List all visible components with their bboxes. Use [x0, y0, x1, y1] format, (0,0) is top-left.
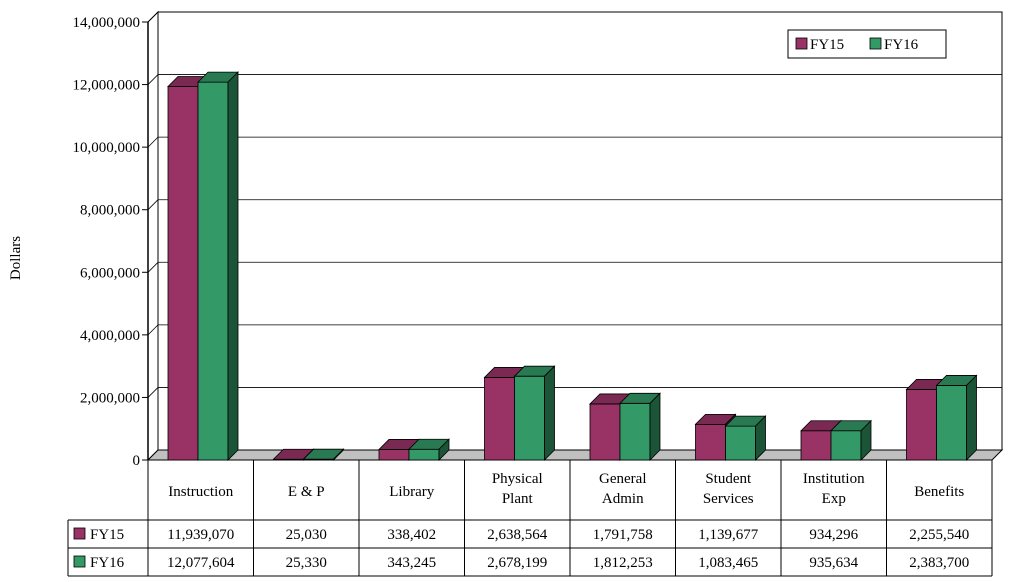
gridline-side	[147, 199, 159, 210]
table-value: 1,791,758	[593, 527, 653, 543]
data-table: Instruction E & P Library Physical Plant Gene…	[67, 460, 993, 577]
bar-front	[408, 448, 440, 461]
bar-front	[197, 81, 229, 461]
back-wall	[157, 11, 1003, 451]
category-label: Instruction	[168, 484, 233, 500]
gridline-side	[147, 74, 159, 85]
gridline-side	[147, 262, 159, 273]
y-axis-title: Dollars	[8, 236, 24, 280]
category-label: Physical Plant	[492, 471, 543, 507]
category-label-line: Services	[703, 491, 754, 507]
legend-box	[787, 29, 947, 59]
chart-walls	[146, 10, 1004, 462]
category-label: Student Services	[703, 471, 754, 507]
y-tick-label: 6,000,000	[80, 265, 140, 281]
legend-label: FY15	[810, 37, 844, 53]
category-label: Library	[389, 484, 434, 500]
bar-side	[860, 419, 872, 461]
table-series-swatch	[73, 555, 86, 568]
gridline-side	[147, 324, 159, 336]
category-label: Institution Exp	[803, 471, 865, 507]
category-label: Benefits	[914, 484, 964, 500]
y-tick-label: 4,000,000	[80, 328, 140, 344]
table-value: 12,077,604	[167, 555, 235, 571]
bar-side	[966, 374, 977, 461]
bar-front	[695, 423, 726, 461]
bar-side	[227, 71, 239, 461]
table-series-name: FY15	[90, 527, 124, 543]
table-value: 934,296	[809, 527, 858, 543]
table-series-swatch	[73, 527, 86, 540]
category-label-line: Institution	[803, 471, 865, 487]
bar-side	[544, 365, 555, 461]
table-value: 2,255,540	[909, 527, 969, 543]
bar-side	[438, 438, 450, 461]
table-value: 2,678,199	[487, 555, 547, 571]
bar-side	[333, 448, 344, 461]
table-value: 11,939,070	[167, 527, 234, 543]
category-label-line: Exp	[822, 491, 846, 507]
table-value: 1,083,465	[698, 555, 758, 571]
bar-side	[755, 415, 766, 461]
legend-swatch	[795, 37, 808, 50]
y-tick-label: 10,000,000	[73, 140, 141, 156]
category-label-line: Plant	[502, 491, 534, 507]
bars	[167, 71, 978, 461]
legend-swatch	[869, 37, 882, 50]
bar-front	[167, 86, 199, 461]
table-value: 935,634	[809, 555, 858, 571]
category-label: General Admin	[599, 471, 646, 507]
category-label: E & P	[288, 484, 325, 500]
bar-front	[800, 430, 832, 461]
table-series-name: FY16	[90, 555, 125, 571]
table-value: 2,638,564	[487, 527, 548, 543]
y-axis: 0 2,000,000 4,000,000 6,000,000 8,000,000 10,…	[73, 15, 149, 469]
y-tick-label: 2,000,000	[80, 390, 140, 406]
table-value: 25,030	[286, 527, 327, 543]
table-value: 25,330	[286, 555, 327, 571]
table-value: 343,245	[387, 555, 436, 571]
bar-side	[649, 392, 661, 461]
gridline-side	[147, 387, 159, 398]
bar-front	[725, 425, 756, 461]
gridline-side	[147, 11, 159, 23]
category-label-line: Physical	[492, 471, 543, 487]
y-tick-label: 12,000,000	[73, 78, 141, 94]
category-label-line: Admin	[602, 491, 644, 507]
bar-front	[589, 403, 621, 461]
category-label-line: General	[599, 471, 646, 487]
gridline-side	[147, 136, 159, 148]
y-tick-label: 14,000,000	[73, 15, 141, 31]
table-value: 338,402	[387, 527, 436, 543]
table-value: 1,139,677	[698, 527, 759, 543]
bar-front	[484, 377, 515, 461]
bar-front	[906, 389, 937, 461]
legend-label: FY16	[884, 37, 919, 53]
category-label-line: Student	[705, 471, 752, 487]
bar-front	[378, 449, 410, 461]
bar-front	[936, 385, 967, 461]
table-value: 2,383,700	[909, 555, 969, 571]
table-value: 1,812,253	[593, 555, 653, 571]
legend: FY15 FY16	[787, 29, 947, 59]
bar-front	[830, 430, 862, 461]
y-tick-label: 0	[133, 453, 141, 469]
y-tick-label: 8,000,000	[80, 203, 140, 219]
bar-front	[514, 375, 545, 461]
bar-front	[619, 402, 651, 461]
gridlines	[147, 11, 1002, 398]
